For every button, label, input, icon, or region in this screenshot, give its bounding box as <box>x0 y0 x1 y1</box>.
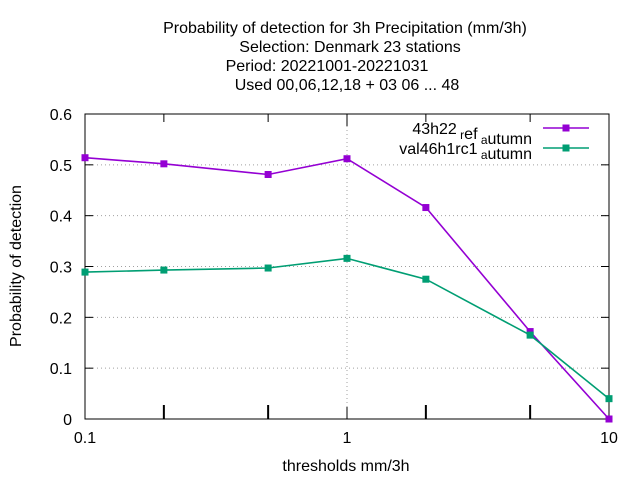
chart-title: Probability of detection for 3h Precipit… <box>163 20 527 94</box>
series-line-1 <box>84 156 610 420</box>
x-tick-label: 1 <box>343 430 352 447</box>
series-1-point <box>264 170 272 178</box>
legend-swatch-marker-2 <box>562 144 570 152</box>
series-2-point <box>343 254 351 262</box>
tick-labels: 00.10.20.30.40.50.60.1 1 10 <box>50 107 618 447</box>
y-tick-label: 0.4 <box>50 209 72 226</box>
series-1-point <box>422 204 430 212</box>
x-axis-label: thresholds mm/3h <box>282 458 409 475</box>
y-tick-label: 0.5 <box>50 158 72 175</box>
title-line-4: Used 00,06,12,18 + 03 06 ... 48 <box>235 77 460 94</box>
series-2-point <box>264 264 272 272</box>
series-2-point <box>526 331 534 339</box>
y-tick-label: 0 <box>63 412 72 429</box>
y-tick-label: 0.2 <box>50 310 72 327</box>
series-1-point <box>343 155 351 163</box>
series-1-point <box>605 415 613 423</box>
series-1-point <box>81 154 89 162</box>
series-1-point <box>160 160 168 168</box>
y-tick-label: 0.1 <box>50 361 72 378</box>
series-2-point <box>422 275 430 283</box>
title-line-3: Period: 20221001-20221031 <box>226 58 429 75</box>
series-1-point <box>526 328 534 336</box>
series-group <box>81 154 613 423</box>
legend-label-2: val46h1rc1 autumn <box>399 141 532 163</box>
plot-border <box>84 113 610 420</box>
x-tick-label: 0.1 <box>74 430 96 447</box>
title-line-1: Probability of detection for 3h Precipit… <box>163 20 527 37</box>
series-2-point <box>160 266 168 274</box>
series-2-point <box>81 268 89 276</box>
legend-label-1: 43h22 ref autumn <box>412 121 532 148</box>
y-tick-label: 0.3 <box>50 260 72 277</box>
series-2-point <box>605 395 613 403</box>
x-tick-label: 10 <box>600 430 618 447</box>
y-tick-label: 0.6 <box>50 107 72 124</box>
y-axis-label: Probability of detection <box>8 185 25 347</box>
grid <box>85 114 609 419</box>
legend-swatch-marker-1 <box>562 124 570 132</box>
title-line-2: Selection: Denmark 23 stations <box>239 39 460 56</box>
